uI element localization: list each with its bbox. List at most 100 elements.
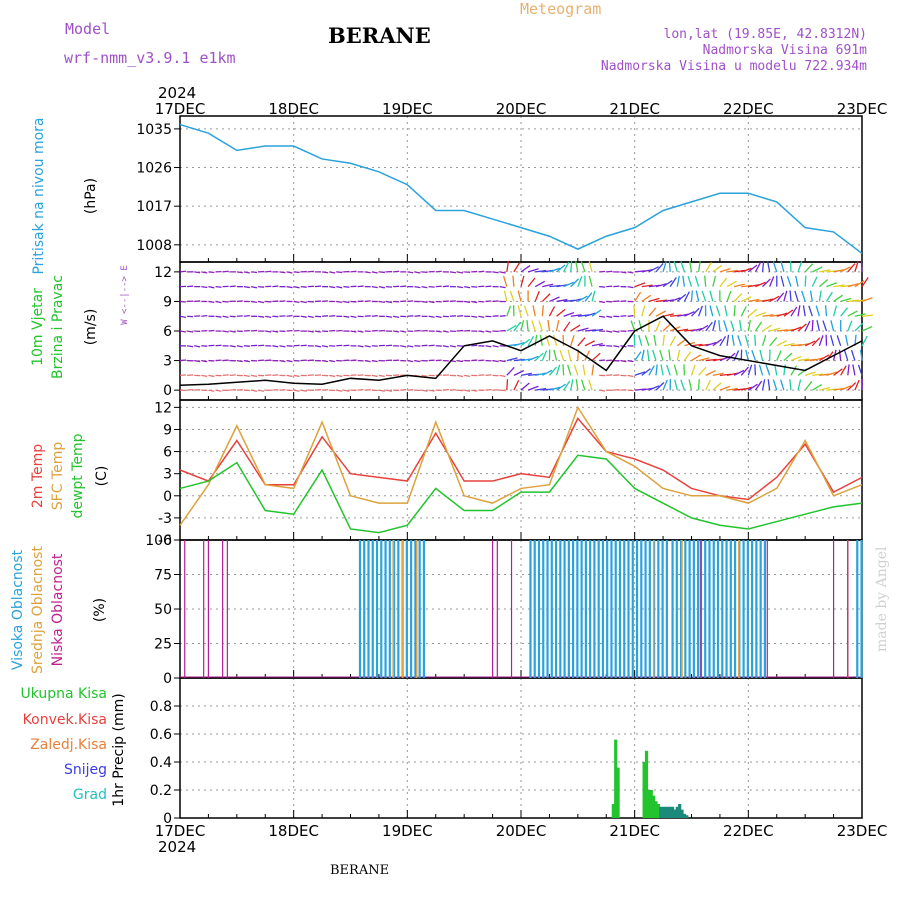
wind-barb [606,315,613,318]
wind-barb [655,283,667,288]
wind-barb [677,328,689,332]
wind-barb [859,349,863,361]
wind-barb [719,385,731,391]
wind-barb [364,300,371,303]
wind-barb [762,278,771,288]
temp-unit: (C) [94,466,110,487]
precip-bar [673,809,677,818]
wind-barb [506,324,517,332]
wind-barb [861,314,874,317]
wind-barb [797,343,809,347]
wind-barb [186,330,194,333]
wind-barb [250,286,258,289]
wind-barb [606,270,613,273]
wind-barb [719,268,731,273]
wind-barb [766,260,771,272]
wind-barb [556,298,568,303]
wind-barb [265,270,272,273]
wind-barb [833,284,845,288]
wind-barb [669,297,681,303]
wind-barb [633,305,636,317]
wind-barb [272,285,279,288]
wind-barb [378,271,385,274]
wind-barb [250,300,258,304]
wind-barb [513,379,520,391]
wind-barb [208,300,215,303]
wind-barb [682,275,686,287]
wind-barb [638,320,643,332]
wind-barb [850,349,856,361]
wind-barb [243,271,250,274]
wind-barb [591,352,601,362]
wind-barb [250,389,258,392]
wind-barb [527,268,539,273]
wind-barb [258,389,265,392]
wind-barb [582,364,586,376]
wind-barb [187,315,194,318]
wind-barb [179,359,187,362]
wind-barb [731,334,735,346]
wind-barb [733,369,745,376]
temp-ylabel-3: dewpt Temp [70,433,86,518]
wind-barb [265,300,272,303]
wind-barb [804,320,811,332]
wind-barb [534,352,544,362]
wind-barb [744,335,749,346]
wind-barb [761,260,765,272]
date-label-bottom: 18DEC [268,822,319,840]
wind-barb [826,371,838,376]
wind-barb [695,290,700,302]
wind-barb [243,359,250,363]
wind-barb [293,300,300,304]
wind-barb [733,283,745,288]
precip-bar [656,804,660,818]
wind-barb [677,313,689,317]
wind-barb [265,359,272,362]
wind-barb [208,374,215,378]
wind-barb [641,284,653,288]
wind-barb [499,359,506,363]
date-label-top: 23DEC [837,100,888,118]
wind-barb [627,286,634,289]
wind-barb [499,374,506,378]
wind-barb [860,260,863,272]
wind-barb [668,349,671,361]
wind-barb [747,264,758,273]
wind-barb [567,349,572,361]
wind-barb [741,386,753,391]
y-tick-label: 1017 [136,199,172,215]
wind-barb [772,261,778,273]
wind-barb [747,364,753,376]
wind-barb [549,296,560,303]
precip-bar [652,795,656,818]
y-tick-label: 12 [154,400,172,416]
wind-barb [634,371,646,376]
wind-barb [747,308,758,317]
wind-barb [644,335,650,346]
wind-barb [822,320,828,332]
legend-snow: Snijeg [64,762,107,778]
panels: 1008101710261035036912-6-303691202550751… [136,100,887,840]
y-tick-label: -6 [158,533,172,549]
wind-barb [307,300,314,303]
wind-barb [279,300,286,303]
wind-barb [655,320,661,332]
y-tick-label: 0 [163,489,172,505]
wind-barb [563,321,571,332]
wind-barb [733,293,743,302]
wind-barb [509,290,515,302]
wind-barb [364,271,371,274]
wind-barb [307,315,314,318]
wind-barb [503,290,508,302]
wind-barb [562,334,565,346]
wind-barb [606,374,613,377]
wind-barb [697,260,701,272]
wind-barb [279,359,286,363]
wind-barb [531,320,536,332]
wind-barb [371,271,378,274]
lonlat-label: lon,lat (19.85E, 42.8312N) [664,27,868,42]
wind-barb [818,335,824,346]
wind-barb [471,389,478,392]
wind-barb [748,298,760,303]
wind-barb [336,300,343,304]
